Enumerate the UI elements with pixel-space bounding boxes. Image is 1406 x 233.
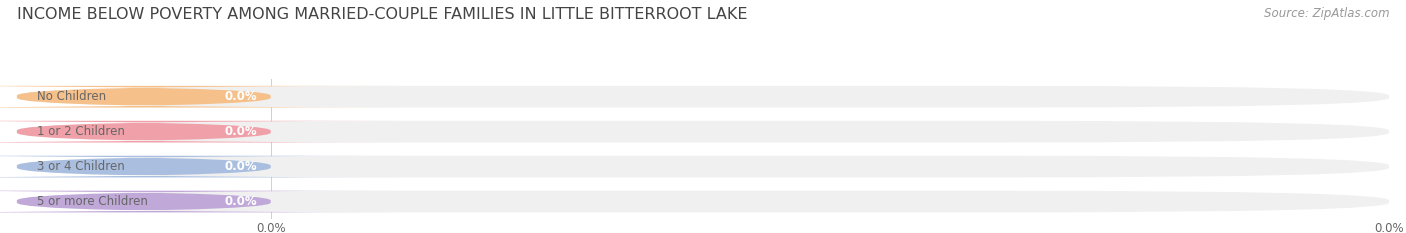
Text: 0.0%: 0.0% [225,160,257,173]
FancyBboxPatch shape [0,191,401,212]
FancyBboxPatch shape [17,191,1389,212]
Text: INCOME BELOW POVERTY AMONG MARRIED-COUPLE FAMILIES IN LITTLE BITTERROOT LAKE: INCOME BELOW POVERTY AMONG MARRIED-COUPL… [17,7,748,22]
Text: 0.0%: 0.0% [225,125,257,138]
Text: 5 or more Children: 5 or more Children [38,195,148,208]
Text: 0.0%: 0.0% [225,90,257,103]
FancyBboxPatch shape [17,86,1389,108]
Text: No Children: No Children [38,90,107,103]
Text: Source: ZipAtlas.com: Source: ZipAtlas.com [1264,7,1389,20]
Text: 1 or 2 Children: 1 or 2 Children [38,125,125,138]
Text: 0.0%: 0.0% [225,195,257,208]
FancyBboxPatch shape [0,156,401,178]
FancyBboxPatch shape [0,86,401,108]
Text: 3 or 4 Children: 3 or 4 Children [38,160,125,173]
FancyBboxPatch shape [0,121,401,142]
FancyBboxPatch shape [17,121,1389,142]
FancyBboxPatch shape [17,156,1389,178]
